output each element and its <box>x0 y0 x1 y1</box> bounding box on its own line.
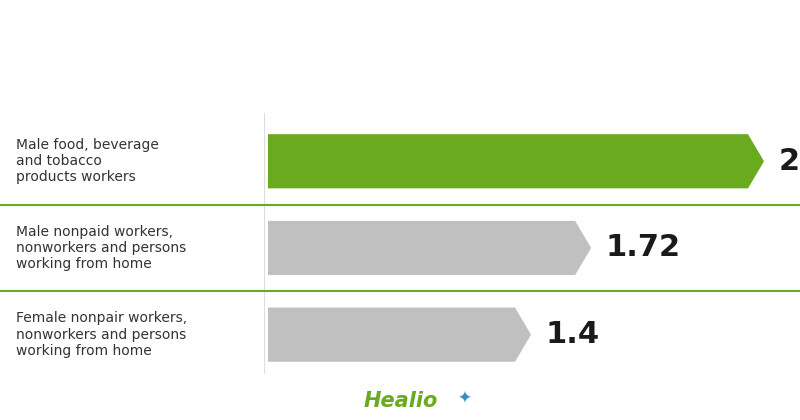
Polygon shape <box>268 134 764 188</box>
Text: Male nonpaid workers,
nonworkers and persons
working from home: Male nonpaid workers, nonworkers and per… <box>16 225 186 271</box>
Text: ✦: ✦ <box>458 389 471 407</box>
Polygon shape <box>268 221 591 275</box>
Text: Healio: Healio <box>364 391 438 411</box>
Text: Male food, beverage
and tobacco
products workers: Male food, beverage and tobacco products… <box>16 138 159 184</box>
Polygon shape <box>268 307 531 362</box>
Text: 1.4: 1.4 <box>546 320 599 349</box>
Text: Asthma-COPD overlap proportionate
mortality ratios by job industry (age 25-64): Asthma-COPD overlap proportionate mortal… <box>161 33 639 74</box>
Text: 1.72: 1.72 <box>606 234 681 262</box>
Text: 2.64: 2.64 <box>778 147 800 176</box>
Text: Female nonpair workers,
nonworkers and persons
working from home: Female nonpair workers, nonworkers and p… <box>16 312 187 358</box>
